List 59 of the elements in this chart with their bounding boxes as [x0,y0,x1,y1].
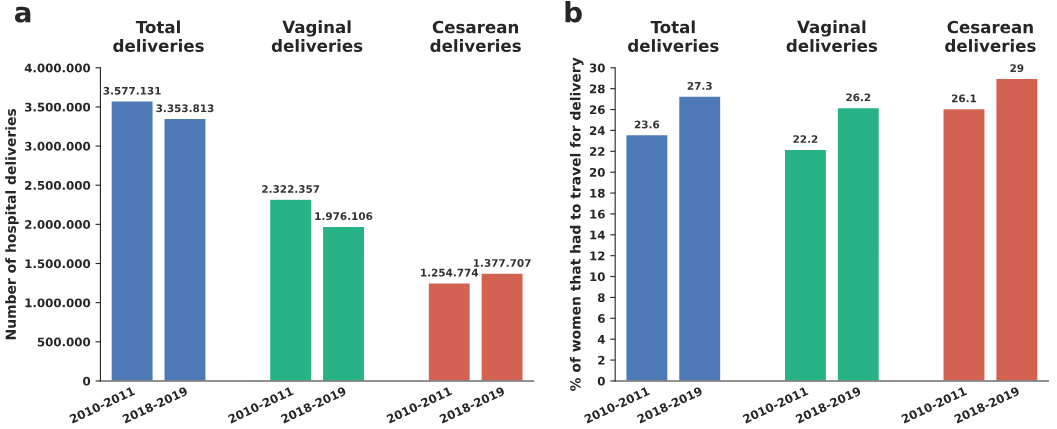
text: Total deliveries [113,20,204,53]
bar [994,77,1039,381]
y-axis-title: % of women that had to travel for delivery [569,57,584,391]
y-tick-label: 2.500.000 [25,180,91,190]
y-tick-label: 2 [598,355,605,365]
y-tick-label: 0 [597,376,605,386]
y-tick-label: 1.500.000 [25,259,91,269]
data-label: 23.6 [634,120,660,129]
bar [163,117,207,381]
text: Total deliveries [628,20,719,53]
y-tick-label: 3.000.000 [25,141,91,151]
y-tick-label: 2.000.000 [25,220,91,230]
data-label: 1.254.774 [421,268,479,277]
bar [836,106,881,381]
y-tick-label: 4.000.000 [24,63,91,73]
y-tick-label: 12 [590,251,605,261]
y-tick-label: 16 [590,209,605,219]
data-label: 26.2 [846,93,871,102]
bar [942,107,986,381]
y-tick-label: 30 [589,63,605,73]
data-label: 1.377.707 [473,259,531,267]
y-tick-label: 20 [589,167,605,177]
data-label: 3.577.131 [103,86,161,95]
bar [783,148,828,381]
bar [268,198,313,381]
bar [321,225,366,381]
bar [427,282,472,381]
data-label: 3.353.813 [156,104,214,113]
y-tick-label: 28 [589,84,605,94]
chart-title: b [565,1,582,23]
text: Vaginal deliveries [271,20,363,53]
bar [110,100,154,381]
data-label: 1.976.106 [315,212,373,221]
y-tick-label: 18 [590,188,605,198]
y-tick-label: 8 [597,293,605,303]
y-tick-label: 500.000 [37,337,91,347]
y-tick-label: 4 [597,335,605,344]
y-tick-label: 0 [83,376,91,386]
y-tick-label: 26 [589,105,605,115]
y-tick-label: 14 [590,230,605,240]
y-tick-label: 6 [597,314,605,323]
y-tick-label: 1.000.000 [25,298,91,308]
text: Vaginal deliveries [786,20,878,53]
data-label: 27.3 [687,81,712,90]
text: Cesarean deliveries [945,20,1036,53]
chart-title: a [14,6,31,23]
y-axis-title: Number of hospital deliveries [5,108,19,340]
bar [625,133,669,381]
text: Cesarean deliveries [430,20,521,53]
y-tick-label: 10 [590,272,605,282]
data-label: 22.2 [793,135,818,143]
data-label: 26.1 [951,94,977,103]
y-tick-label: 3.500.000 [25,102,91,112]
bar [677,95,722,381]
y-tick-label: 22 [589,147,605,156]
data-label: 29 [1010,64,1024,73]
bar [480,272,524,381]
data-label: 2.322.357 [262,185,320,193]
y-tick-label: 24 [589,126,605,135]
